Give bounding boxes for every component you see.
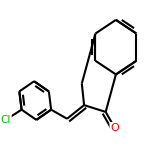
- Text: Cl: Cl: [0, 115, 11, 125]
- Text: O: O: [110, 123, 119, 133]
